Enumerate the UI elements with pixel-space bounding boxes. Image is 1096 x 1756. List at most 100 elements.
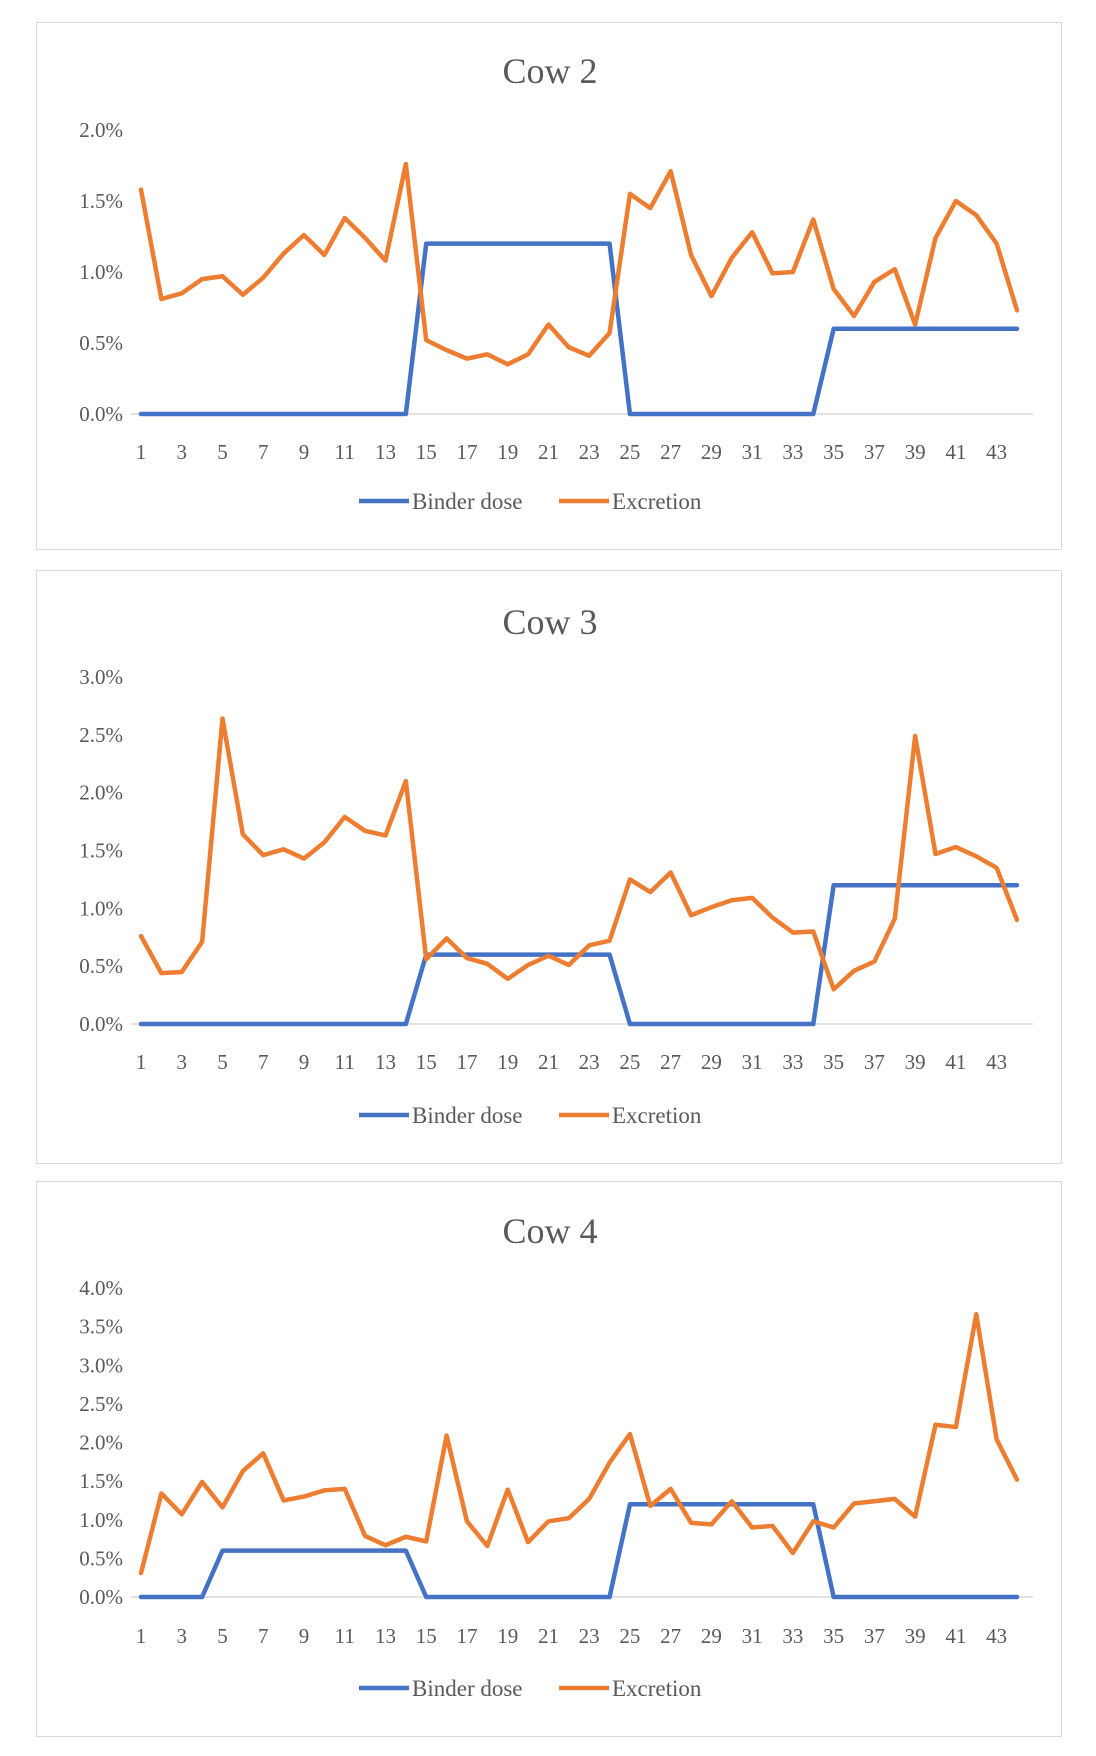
x-tick-label: 25 <box>619 1050 640 1074</box>
x-tick-label: 43 <box>986 1050 1007 1074</box>
x-tick-label: 7 <box>258 440 269 464</box>
x-tick-label: 35 <box>823 1624 844 1648</box>
x-tick-label: 1 <box>136 1050 147 1074</box>
x-tick-label: 29 <box>701 440 722 464</box>
x-tick-label: 11 <box>335 1624 355 1648</box>
y-tick-label: 0.0% <box>79 402 123 426</box>
y-tick-label: 1.0% <box>79 260 123 284</box>
y-tick-label: 0.5% <box>79 954 123 978</box>
chart-panel-cow-2: Cow 2 0.0% 0.5% 1.0% 1.5% 2.0% 1 3 5 7 9 11 13 15 17 19… <box>36 22 1062 550</box>
x-tick-label: 3 <box>176 440 187 464</box>
series-line-binder-dose <box>138 1502 1020 1600</box>
series-line-excretion <box>138 716 1020 992</box>
chart-title: Cow 4 <box>502 1211 597 1251</box>
x-tick-label: 29 <box>701 1624 722 1648</box>
legend-label: Binder dose <box>412 1676 523 1701</box>
y-tick-label: 2.5% <box>79 1392 123 1416</box>
chart-svg: Cow 20.0%0.5%1.0%1.5%2.0%1 3 5 7 9 11 13 15 17 19… <box>79 51 1033 514</box>
x-tick-label: 23 <box>579 1624 600 1648</box>
x-tick-label: 35 <box>823 440 844 464</box>
y-tick-label: 3.0% <box>79 1353 123 1377</box>
x-tick-label: 37 <box>864 440 885 464</box>
y-tick-label: 1.5% <box>79 189 123 213</box>
x-tick-label: 9 <box>299 1050 310 1074</box>
x-tick-label: 21 <box>538 1624 559 1648</box>
x-tick-label: 15 <box>416 1624 437 1648</box>
x-tick-label: 7 <box>258 1050 269 1074</box>
x-tick-label: 15 <box>416 440 437 464</box>
legend-label: Excretion <box>612 489 702 514</box>
y-tick-label: 4.0% <box>79 1276 123 1300</box>
x-tick-label: 5 <box>217 1050 228 1074</box>
x-tick-label: 33 <box>782 440 803 464</box>
x-tick-label: 13 <box>375 440 396 464</box>
x-tick-label: 1 <box>136 440 147 464</box>
x-tick-label: 41 <box>945 440 966 464</box>
x-tick-label: 33 <box>782 1624 803 1648</box>
y-tick-label: 0.5% <box>79 1546 123 1570</box>
chart-svg: Cow 30.0%0.5%1.0%1.5%2.0%2.5%3.0%1 3 5 7 9 11… <box>79 602 1033 1128</box>
legend-label: Binder dose <box>412 1103 523 1128</box>
y-tick-label: 0.5% <box>79 331 123 355</box>
x-tick-label: 39 <box>905 440 926 464</box>
chart-panel-cow-4: Cow 4 0.0% 0.5% 1.0% 1.5% 2.0% 2.5% 3.0% 3.5% 4.0… <box>36 1181 1062 1737</box>
x-tick-label: 37 <box>864 1624 885 1648</box>
chart-title: Cow 2 <box>502 51 597 91</box>
y-tick-label: 3.5% <box>79 1315 123 1339</box>
x-tick-label: 39 <box>905 1624 926 1648</box>
y-tick-label: 1.0% <box>79 896 123 920</box>
x-tick-label: 3 <box>176 1624 187 1648</box>
x-tick-label: 11 <box>335 1050 355 1074</box>
y-tick-label: 2.0% <box>79 781 123 805</box>
x-tick-label: 21 <box>538 440 559 464</box>
x-tick-label: 17 <box>456 1050 477 1074</box>
x-tick-label: 43 <box>986 440 1007 464</box>
x-tick-label: 37 <box>864 1050 885 1074</box>
y-tick-label: 2.0% <box>79 118 123 142</box>
x-tick-label: 11 <box>335 440 355 464</box>
x-tick-label: 1 <box>136 1624 147 1648</box>
y-tick-label: 1.0% <box>79 1508 123 1532</box>
y-tick-label: 0.0% <box>79 1012 123 1036</box>
x-tick-label: 17 <box>456 1624 477 1648</box>
x-tick-label: 19 <box>497 1050 518 1074</box>
x-tick-label: 41 <box>945 1624 966 1648</box>
x-tick-label: 27 <box>660 440 681 464</box>
y-tick-label: 0.0% <box>79 1585 123 1609</box>
y-tick-label: 3.0% <box>79 665 123 689</box>
series-line-excretion <box>138 1312 1020 1576</box>
x-tick-label: 29 <box>701 1050 722 1074</box>
y-tick-label: 1.5% <box>79 1469 123 1493</box>
x-tick-label: 27 <box>660 1050 681 1074</box>
x-tick-label: 31 <box>742 1050 763 1074</box>
series-line-binder-dose <box>138 241 1020 417</box>
y-tick-label: 1.5% <box>79 839 123 863</box>
x-tick-label: 5 <box>217 1624 228 1648</box>
legend-label: Binder dose <box>412 489 523 514</box>
series-line-excretion <box>138 161 1020 367</box>
x-tick-label: 9 <box>299 1624 310 1648</box>
x-tick-label: 25 <box>619 440 640 464</box>
chart-title: Cow 3 <box>502 602 597 642</box>
y-tick-label: 2.5% <box>79 723 123 747</box>
x-tick-label: 31 <box>742 1624 763 1648</box>
x-tick-label: 13 <box>375 1050 396 1074</box>
x-tick-label: 13 <box>375 1624 396 1648</box>
x-tick-label: 5 <box>217 440 228 464</box>
chart-panel-cow-3: Cow 3 0.0% 0.5% 1.0% 1.5% 2.0% 2.5% 3.0% 1 3 5 7 9 11… <box>36 570 1062 1164</box>
x-tick-label: 23 <box>579 440 600 464</box>
x-tick-label: 23 <box>579 1050 600 1074</box>
x-tick-label: 19 <box>497 440 518 464</box>
x-tick-label: 21 <box>538 1050 559 1074</box>
legend-label: Excretion <box>612 1103 702 1128</box>
x-tick-label: 3 <box>176 1050 187 1074</box>
x-tick-label: 33 <box>782 1050 803 1074</box>
x-tick-label: 25 <box>619 1624 640 1648</box>
x-tick-label: 39 <box>905 1050 926 1074</box>
x-tick-label: 35 <box>823 1050 844 1074</box>
chart-svg: Cow 4 0.0% 0.5% 1.0% 1.5% 2.0% 2.5% 3.0% 3.5% 4.0… <box>79 1211 1033 1701</box>
x-tick-label: 41 <box>945 1050 966 1074</box>
y-tick-label: 2.0% <box>79 1431 123 1455</box>
x-tick-label: 43 <box>986 1624 1007 1648</box>
x-tick-label: 15 <box>416 1050 437 1074</box>
